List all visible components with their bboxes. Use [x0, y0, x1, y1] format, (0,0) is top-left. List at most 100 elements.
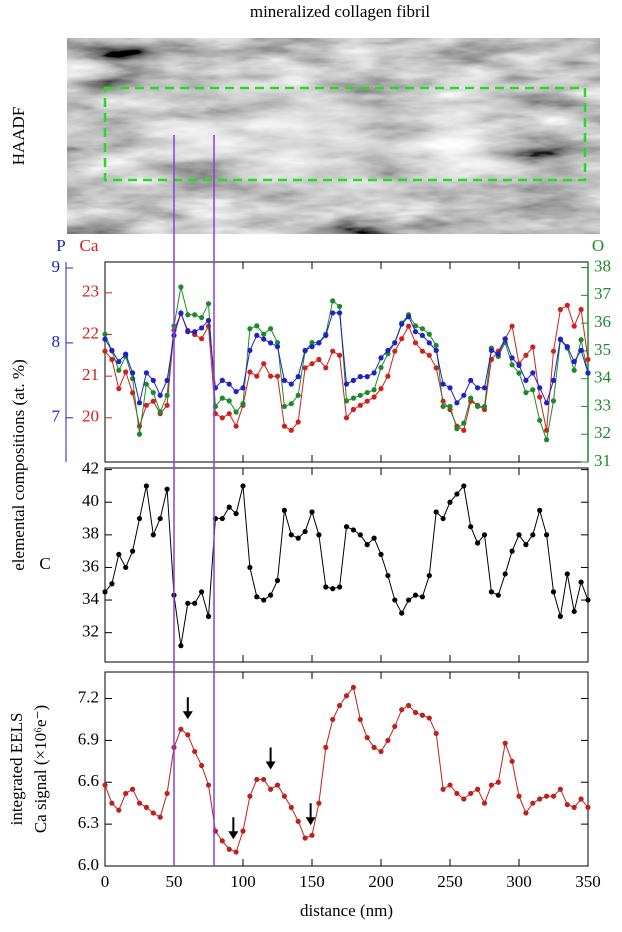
- data-point: [392, 348, 398, 354]
- data-point: [537, 796, 543, 802]
- data-point: [192, 329, 198, 335]
- data-point: [123, 790, 129, 797]
- data-point: [585, 356, 591, 363]
- data-point: [343, 398, 350, 404]
- data-point: [509, 355, 515, 361]
- data-point: [481, 800, 488, 806]
- data-point: [412, 709, 419, 716]
- data-point: [385, 373, 391, 379]
- data-point: [268, 786, 274, 792]
- data-point: [337, 584, 343, 590]
- arrow-head: [305, 817, 316, 826]
- data-point: [233, 511, 239, 517]
- data-point: [557, 613, 564, 619]
- data-point: [468, 790, 474, 797]
- data-point: [440, 403, 446, 410]
- data-point: [537, 417, 543, 423]
- data-point: [309, 344, 315, 350]
- data-point: [461, 427, 467, 433]
- data-point: [247, 564, 253, 571]
- data-point: [268, 326, 274, 332]
- x-tick-label: 150: [299, 872, 325, 891]
- data-point: [475, 540, 481, 546]
- x-tick-label: 300: [506, 872, 532, 891]
- series-line: [104, 484, 589, 646]
- data-point: [330, 586, 336, 592]
- data-point: [199, 762, 205, 769]
- y2-tick-label: 34: [594, 368, 612, 387]
- data-point: [454, 400, 460, 406]
- data-point: [116, 551, 122, 558]
- data-point: [247, 347, 253, 353]
- data-point: [488, 782, 494, 788]
- data-point: [454, 491, 460, 497]
- y3-tick-label: 8: [52, 332, 61, 351]
- data-point: [350, 406, 356, 413]
- data-point: [564, 344, 570, 350]
- y-tick-label: 20: [82, 407, 99, 426]
- data-point: [281, 507, 287, 513]
- data-point: [226, 411, 232, 417]
- data-point: [309, 509, 315, 515]
- data-point: [247, 369, 253, 375]
- data-point: [461, 392, 467, 398]
- data-point: [254, 373, 260, 379]
- data-point: [475, 385, 481, 391]
- data-point: [164, 392, 170, 398]
- data-point: [219, 515, 225, 522]
- data-point: [516, 370, 522, 376]
- y2-tick-label: 37: [594, 284, 612, 303]
- data-point: [571, 804, 577, 810]
- data-point: [150, 532, 156, 538]
- selection-box: [103, 86, 587, 182]
- data-point: [468, 395, 474, 401]
- data-point: [378, 386, 384, 392]
- data-point: [488, 347, 494, 353]
- data-point: [337, 702, 343, 709]
- data-point: [571, 323, 577, 329]
- data-point: [157, 409, 163, 415]
- data-point: [481, 403, 488, 410]
- data-point: [205, 782, 212, 788]
- data-point: [254, 332, 260, 339]
- data-point: [295, 535, 301, 541]
- data-point: [247, 326, 253, 332]
- data-point: [378, 355, 384, 361]
- data-point: [102, 782, 108, 788]
- data-point: [447, 403, 453, 410]
- data-point: [233, 388, 239, 395]
- data-point: [461, 483, 467, 489]
- y2-tick-label: 31: [594, 451, 611, 470]
- data-point: [178, 310, 184, 316]
- y-tick-label: 21: [82, 365, 99, 384]
- panel-frame: [104, 671, 589, 867]
- data-point: [399, 707, 405, 713]
- data-point: [261, 331, 267, 337]
- data-point: [426, 331, 432, 337]
- data-point: [571, 608, 577, 615]
- y2-tick-label: 38: [594, 256, 611, 275]
- data-point: [371, 535, 377, 541]
- data-point: [502, 740, 508, 746]
- data-point: [164, 377, 170, 383]
- data-point: [578, 306, 584, 313]
- data-point: [136, 800, 143, 806]
- data-point: [240, 401, 246, 407]
- data-point: [530, 387, 536, 393]
- data-point: [468, 524, 474, 530]
- data-point: [481, 385, 488, 391]
- data-point: [564, 571, 570, 577]
- data-point: [557, 336, 564, 342]
- data-point: [274, 373, 281, 379]
- data-point: [364, 389, 370, 396]
- data-point: [426, 572, 432, 579]
- data-point: [385, 737, 391, 743]
- data-point: [316, 800, 322, 806]
- data-point: [392, 597, 398, 603]
- figure-title: mineralized collagen fibril: [250, 2, 431, 21]
- data-point: [205, 613, 212, 619]
- data-point: [585, 597, 591, 603]
- data-point: [557, 306, 564, 313]
- data-point: [178, 284, 184, 290]
- data-point: [357, 402, 363, 408]
